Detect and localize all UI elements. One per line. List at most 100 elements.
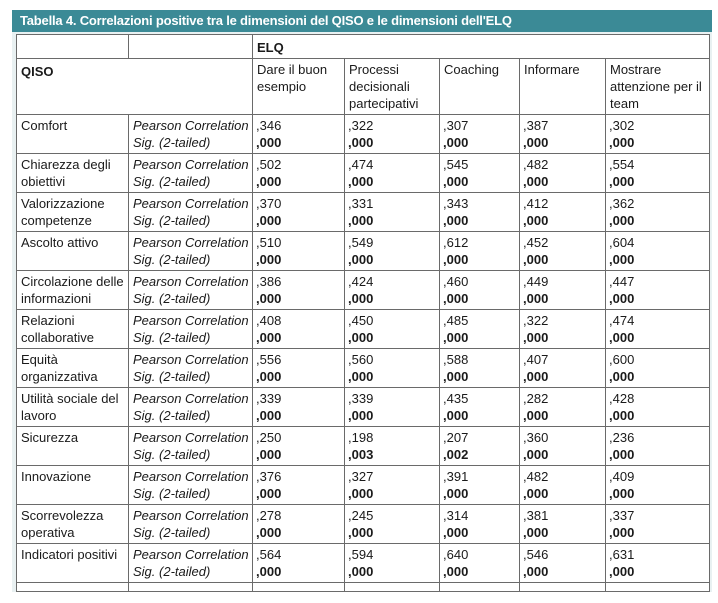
metric-labels: Pearson Correlation Sig. (2-tailed) [128,192,253,232]
significance-value: ,000 [443,486,469,501]
value-cell: ,360 ,000 [519,426,606,466]
value-cell: ,412 ,000 [519,192,606,232]
column-header-row: QISO Dare il buon esempio Processi decisi… [16,58,711,115]
significance-value: ,000 [256,330,282,345]
significance-value: ,000 [523,564,549,579]
significance-value: ,000 [443,525,469,540]
significance-value: ,000 [443,564,469,579]
correlation-value: ,474 [348,157,374,172]
correlation-value: ,386 [256,274,282,289]
value-cell: ,362 ,000 [604,192,711,232]
corner-cell [16,34,129,59]
value-cell: ,450 ,000 [344,309,440,349]
value-cell: ,370 ,000 [252,192,345,232]
pearson-label: Pearson Correlation [133,352,249,367]
significance-value: ,000 [609,564,635,579]
correlation-value: ,631 [609,547,635,562]
value-cell: ,631 ,000 [604,543,711,583]
significance-value: ,000 [609,447,635,462]
correlation-value: ,588 [443,352,469,367]
value-cell: ,502 ,000 [252,153,345,193]
correlation-value: ,554 [609,157,635,172]
significance-value: ,000 [443,330,469,345]
significance-value: ,000 [348,330,374,345]
value-cell: ,560 ,000 [344,348,440,388]
metric-labels: Pearson Correlation Sig. (2-tailed) [128,387,253,427]
correlation-value: ,322 [348,118,374,133]
correlation-value: ,327 [348,469,374,484]
correlation-value: ,482 [523,469,549,484]
pearson-label: Pearson Correlation [133,469,249,484]
pearson-label: Pearson Correlation [133,508,249,523]
correlation-value: ,556 [256,352,282,367]
pearson-label: Pearson Correlation [133,313,249,328]
correlation-value: ,370 [256,196,282,211]
value-cell: ,482 ,000 [519,465,606,505]
correlation-value: ,564 [256,547,282,562]
value-cell: ,482 ,000 [519,153,606,193]
value-cell: ,546 ,000 [519,543,606,583]
column-header: Processi decisionali partecipativi [344,58,440,115]
significance-value: ,000 [443,291,469,306]
correlation-value: ,331 [348,196,374,211]
correlation-value: ,245 [348,508,374,523]
correlation-value: ,207 [443,430,469,445]
correlation-value: ,346 [256,118,282,133]
correlation-value: ,510 [256,235,282,250]
significance-value: ,000 [523,369,549,384]
value-cell: ,447 ,000 [604,270,711,310]
correlation-value: ,435 [443,391,469,406]
correlation-value: ,391 [443,469,469,484]
sig-label: Sig. (2-tailed) [133,252,211,267]
row-label: Ascolto attivo [16,231,129,271]
metric-labels: Pearson Correlation Sig. (2-tailed) [128,348,253,388]
significance-value: ,000 [256,525,282,540]
pearson-label: Pearson Correlation [133,274,249,289]
table-row: Innovazione Pearson Correlation Sig. (2-ta… [16,465,711,505]
table-row: Indicatori positivi Pearson Correlation Si… [16,543,711,583]
table-row: Equità organizzativa Pearson Correlation S… [16,348,711,388]
significance-value: ,000 [523,213,549,228]
correlation-value: ,250 [256,430,282,445]
value-cell: ,545 ,000 [439,153,520,193]
significance-value: ,000 [523,174,549,189]
sig-label: Sig. (2-tailed) [133,408,211,423]
value-cell: ,236 ,000 [604,426,711,466]
elq-group-header: ELQ [251,34,711,59]
value-cell: ,339 ,000 [252,387,345,427]
sig-label: Sig. (2-tailed) [133,369,211,384]
significance-value: ,000 [523,291,549,306]
footer-cell [439,582,520,592]
significance-value: ,000 [523,525,549,540]
significance-value: ,000 [609,174,635,189]
significance-value: ,000 [256,252,282,267]
value-cell: ,327 ,000 [344,465,440,505]
value-cell: ,554 ,000 [604,153,711,193]
row-label: Sicurezza [16,426,129,466]
correlation-value: ,198 [348,430,374,445]
table-row: Sicurezza Pearson Correlation Sig. (2-tail… [16,426,711,466]
correlation-value: ,485 [443,313,469,328]
value-cell: ,337 ,000 [604,504,711,544]
significance-value: ,000 [443,408,469,423]
sig-label: Sig. (2-tailed) [133,447,211,462]
significance-value: ,000 [256,486,282,501]
significance-value: ,000 [348,408,374,423]
value-cell: ,198 ,003 [344,426,440,466]
value-cell: ,339 ,000 [344,387,440,427]
value-cell: ,302 ,000 [604,114,711,154]
table-row: Chiarezza degli obiettivi Pearson Correla… [16,153,711,193]
correlation-value: ,612 [443,235,469,250]
value-cell: ,282 ,000 [519,387,606,427]
row-label: Relazioni collaborative [16,309,129,349]
column-header: Mostrare attenzione per il team [604,58,711,115]
significance-value: ,000 [443,135,469,150]
value-cell: ,564 ,000 [252,543,345,583]
column-header: Coaching [439,58,520,115]
correlation-value: ,339 [348,391,374,406]
correlation-value: ,560 [348,352,374,367]
sig-label: Sig. (2-tailed) [133,213,211,228]
value-cell: ,307 ,000 [439,114,520,154]
correlation-value: ,314 [443,508,469,523]
